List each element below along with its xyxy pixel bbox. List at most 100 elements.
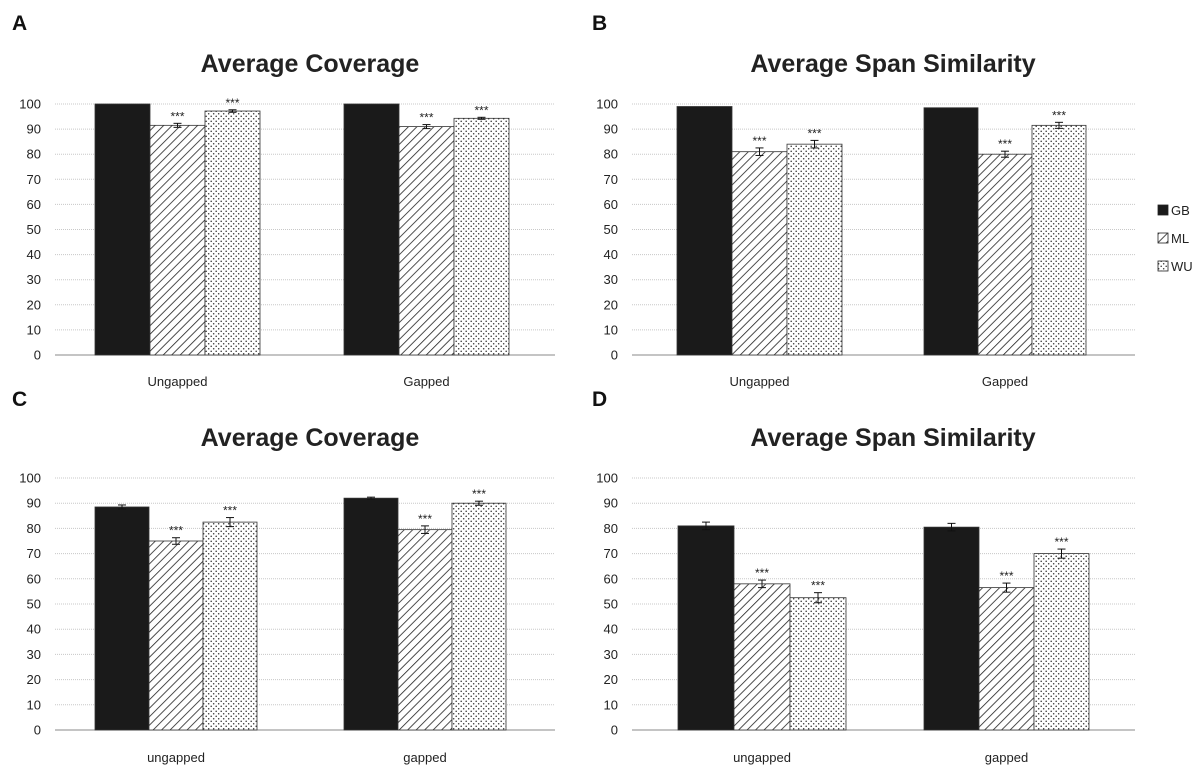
bar-ml-ungapped — [149, 124, 206, 356]
significance-label: *** — [1054, 535, 1068, 549]
y-tick-label: 90 — [604, 496, 618, 511]
y-tick-label: 60 — [27, 571, 41, 586]
y-tick-label: 40 — [27, 247, 41, 262]
significance-label: *** — [472, 487, 486, 501]
bar-ml-gapped — [978, 587, 1035, 731]
panel-letter: A — [12, 12, 27, 35]
y-tick-label: 20 — [27, 297, 41, 312]
panel-d: D Average Span Similarity 0 10 20 30 40 50 60 70 8… — [592, 388, 1135, 765]
bar-ml-ungapped — [148, 540, 204, 731]
legend: GB ML WU — [1157, 203, 1193, 274]
significance-label: *** — [225, 96, 239, 110]
bar-ml-ungapped — [733, 583, 791, 731]
significance-label: *** — [170, 109, 184, 123]
y-tick-label: 50 — [604, 222, 618, 237]
y-tick-label: 10 — [604, 697, 618, 712]
chart-title: Average Coverage — [201, 424, 420, 452]
significance-label: *** — [807, 126, 821, 140]
legend-swatch-gb — [1157, 204, 1169, 216]
bar-ml-ungapped — [731, 151, 788, 356]
chart-title: Average Coverage — [201, 50, 420, 78]
y-tick-label: 90 — [27, 496, 41, 511]
bar-wu-ungapped — [786, 143, 843, 356]
y-tick-label: 80 — [604, 147, 618, 162]
legend-swatch-ml — [1157, 232, 1169, 244]
y-tick-label: 20 — [604, 672, 618, 687]
bar-gb-gapped — [923, 526, 980, 731]
significance-label: *** — [169, 524, 183, 538]
panel-a: A Average Coverage 0 10 20 30 40 50 60 70 80 90 100 *… — [12, 12, 555, 389]
bar-gb-ungapped — [94, 103, 151, 356]
y-tick-label: 50 — [604, 597, 618, 612]
significance-label: *** — [752, 134, 766, 148]
bar-wu-gapped — [1033, 553, 1090, 731]
bar-gb-gapped — [343, 103, 400, 356]
y-tick-label: 100 — [596, 471, 618, 486]
y-tick-label: 30 — [604, 272, 618, 287]
bar-wu-gapped — [1031, 124, 1087, 356]
significance-label: *** — [418, 512, 432, 526]
legend-label-gb: GB — [1171, 203, 1190, 218]
panel-letter: D — [592, 388, 607, 411]
significance-label: *** — [811, 579, 825, 593]
y-tick-label: 20 — [604, 297, 618, 312]
significance-label: *** — [1052, 108, 1066, 122]
y-tick-label: 70 — [604, 172, 618, 187]
significance-label: *** — [419, 111, 433, 125]
significance-label: *** — [999, 569, 1013, 583]
category-label: Ungapped — [148, 374, 208, 389]
y-tick-label: 40 — [27, 622, 41, 637]
bar-wu-ungapped — [202, 521, 258, 731]
y-tick-label: 0 — [34, 348, 41, 363]
bar-gb-ungapped — [94, 506, 150, 731]
significance-label: *** — [755, 566, 769, 580]
y-tick-label: 60 — [27, 197, 41, 212]
panel-letter: B — [592, 12, 607, 35]
y-tick-label: 70 — [27, 172, 41, 187]
y-tick-label: 10 — [27, 322, 41, 337]
bar-ml-gapped — [977, 153, 1033, 356]
panel-letter: C — [12, 388, 27, 411]
y-tick-label: 90 — [604, 122, 618, 137]
bar-wu-ungapped — [204, 110, 261, 356]
legend-label-ml: ML — [1171, 231, 1189, 246]
bar-ml-gapped — [398, 126, 455, 356]
bar-wu-gapped — [453, 117, 510, 356]
y-tick-label: 70 — [27, 546, 41, 561]
y-tick-label: 60 — [604, 571, 618, 586]
bar-wu-gapped — [451, 502, 507, 731]
significance-label: *** — [998, 137, 1012, 151]
category-label: ungapped — [733, 750, 791, 765]
y-tick-label: 20 — [27, 672, 41, 687]
legend-label-wu: WU — [1171, 259, 1193, 274]
significance-label: *** — [223, 504, 237, 518]
bar-gb-ungapped — [676, 106, 733, 356]
y-tick-label: 100 — [19, 97, 41, 112]
y-tick-label: 80 — [27, 521, 41, 536]
y-tick-label: 80 — [27, 147, 41, 162]
y-tick-label: 70 — [604, 546, 618, 561]
bar-ml-gapped — [397, 529, 453, 731]
y-tick-label: 10 — [27, 697, 41, 712]
y-tick-label: 80 — [604, 521, 618, 536]
y-tick-label: 90 — [27, 122, 41, 137]
y-tick-label: 10 — [604, 322, 618, 337]
y-tick-label: 40 — [604, 247, 618, 262]
category-label: gapped — [985, 750, 1028, 765]
y-tick-label: 60 — [604, 197, 618, 212]
y-tick-label: 50 — [27, 597, 41, 612]
y-tick-label: 40 — [604, 622, 618, 637]
y-tick-label: 100 — [19, 471, 41, 486]
chart-title: Average Span Similarity — [750, 50, 1035, 78]
category-label: Gapped — [982, 374, 1028, 389]
y-tick-label: 0 — [611, 348, 618, 363]
chart-title: Average Span Similarity — [750, 424, 1035, 452]
panel-c: C Average Coverage 0 10 20 30 40 50 60 70 80 90 100 *… — [12, 388, 555, 765]
bar-wu-ungapped — [789, 597, 847, 731]
bar-gb-ungapped — [677, 525, 735, 731]
y-tick-label: 50 — [27, 222, 41, 237]
category-label: Gapped — [403, 374, 449, 389]
category-label: ungapped — [147, 750, 205, 765]
